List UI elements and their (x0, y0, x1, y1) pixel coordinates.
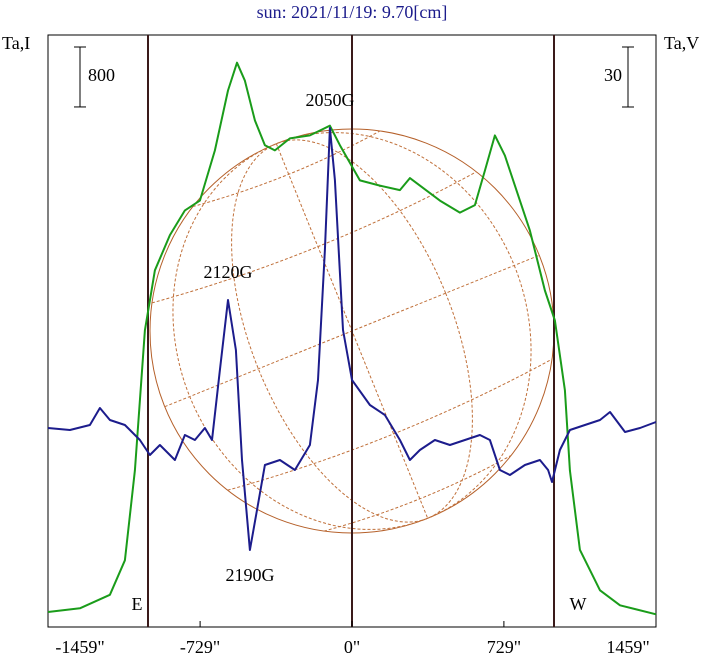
limb-markers (147, 35, 555, 627)
parallel (323, 454, 512, 532)
x-tick-label: 1459" (606, 637, 649, 657)
scale-bar-label: 800 (88, 65, 115, 85)
x-tick-label: 729" (487, 637, 521, 657)
x-tick-label: -729" (180, 637, 220, 657)
y-axis-label: Ta,I (2, 33, 30, 53)
series-line (47, 61, 657, 616)
x-tick-label: 0" (344, 637, 360, 657)
parallel (192, 130, 381, 208)
annotation: E (132, 594, 143, 614)
annotation: 2190G (226, 565, 275, 585)
annotation: 2120G (204, 262, 253, 282)
parallel (227, 358, 553, 491)
y2-axis-label: Ta,V (664, 33, 699, 53)
parallel (151, 171, 477, 304)
chart-title: sun: 2021/11/19: 9.70[cm] (257, 2, 448, 22)
series-line (47, 127, 657, 551)
scale-bar-label: 30 (604, 65, 622, 85)
annotation: W (570, 594, 587, 614)
annotation: 2050G (306, 90, 355, 110)
x-tick-label: -1459" (55, 637, 104, 657)
